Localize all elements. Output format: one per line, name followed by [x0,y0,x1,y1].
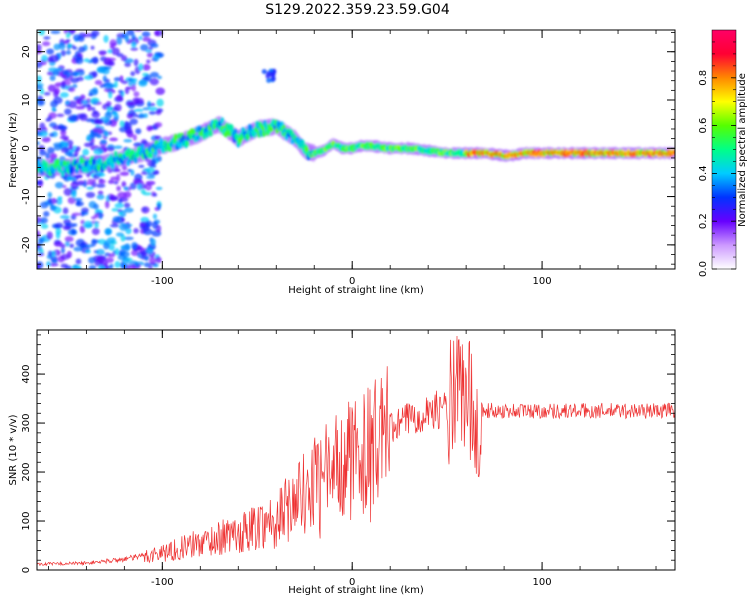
chart-title: S129.2022.359.23.59.G04 [265,2,450,18]
spectrogram-y-tick-label: 20 [21,45,32,58]
colorbar: 0.0 0.2 0.4 0.6 0.8 Normalized spectral ampl… [698,29,748,277]
snr-y-tick-label: 200 [21,462,32,481]
spectrogram-y-tick-label: -10 [21,188,32,204]
snr-x-tick-label: 100 [533,577,552,588]
spectrogram-image [37,30,675,269]
colorbar-label: Normalized spectral amplitude [737,73,748,227]
snr-y-tick-label: 0 [21,567,32,573]
spectrogram-y-tick-label: 10 [21,94,32,107]
spectrogram-y-axis-label: Frequency (Hz) [8,112,19,188]
colorbar-tick-label: 0.8 [698,70,709,86]
colorbar-tick-label: 0.6 [698,118,709,134]
spectrogram-x-tick-label: 0 [349,276,355,287]
snr-y-tick-label: 400 [21,365,32,384]
spectrogram-x-tick-label: 100 [533,276,552,287]
spectrogram-y-tick-label: -20 [21,237,32,253]
snr-y-tick-label: 300 [21,414,32,433]
snr-panel: -100 0 100 0 100 200 300 400 Height of straight… [8,329,676,596]
snr-y-tick-label: 100 [21,511,32,530]
spectrogram-x-tick-label: -100 [151,276,174,287]
snr-x-tick-label: -100 [151,577,174,588]
snr-series-line [37,335,675,567]
colorbar-tick-label: 0.0 [698,261,709,277]
colorbar-tick-label: 0.4 [698,165,709,181]
spectrogram-y-tick-label: 0 [21,145,32,151]
snr-y-axis-label: SNR (10 * v/v) [8,414,19,485]
spectrogram-x-axis-label: Height of straight line (km) [288,285,424,296]
colorbar-tick-label: 0.2 [698,213,709,229]
snr-x-axis-label: Height of straight line (km) [288,585,424,596]
snr-x-tick-label: 0 [349,577,355,588]
